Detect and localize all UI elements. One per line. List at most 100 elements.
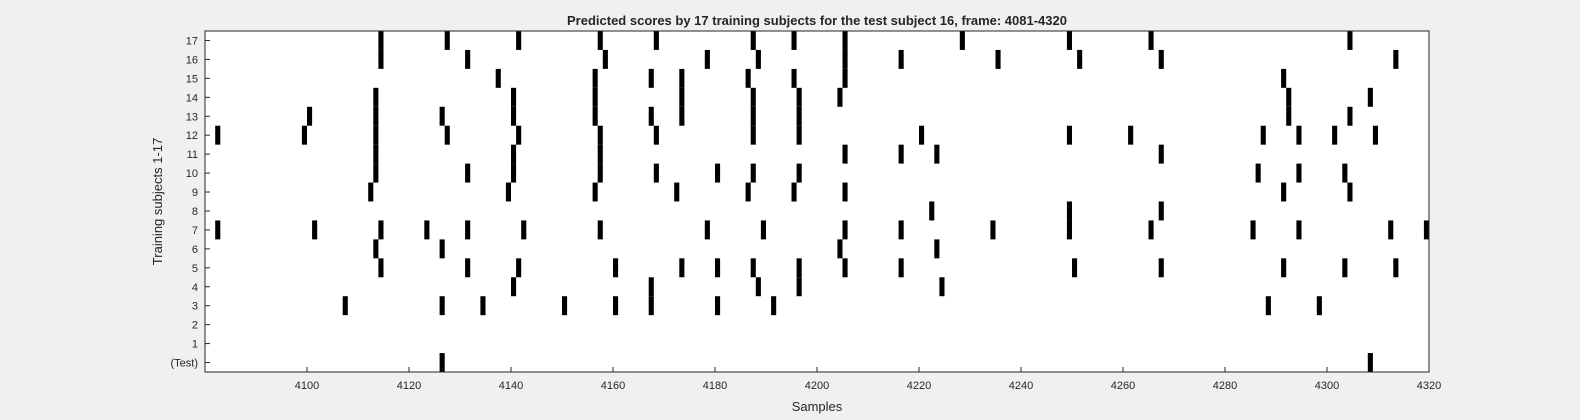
y-axis-label: Training subjects 1-17 xyxy=(150,138,165,265)
y-tick-label: 4 xyxy=(192,282,198,294)
score-mark xyxy=(1342,258,1348,278)
score-mark xyxy=(505,182,511,202)
x-tick-label: 4280 xyxy=(1213,380,1237,392)
score-mark xyxy=(373,87,379,107)
x-tick-label: 4160 xyxy=(601,380,625,392)
y-tick-label: 8 xyxy=(192,206,198,218)
score-mark xyxy=(439,106,445,126)
score-mark xyxy=(1066,201,1072,221)
score-mark xyxy=(373,125,379,145)
y-tick-label: 12 xyxy=(186,130,198,142)
score-mark xyxy=(796,87,802,107)
score-mark xyxy=(1281,68,1287,88)
score-mark xyxy=(1077,49,1083,69)
score-mark xyxy=(1281,258,1287,278)
y-tick-label: 10 xyxy=(186,168,198,180)
score-mark xyxy=(516,125,522,145)
score-mark xyxy=(597,144,603,164)
score-mark xyxy=(715,258,721,278)
score-mark xyxy=(511,87,517,107)
y-tick-label: 7 xyxy=(192,225,198,237)
score-mark xyxy=(745,182,751,202)
score-mark xyxy=(653,125,659,145)
score-mark xyxy=(465,258,471,278)
score-mark xyxy=(898,220,904,240)
score-mark xyxy=(750,87,756,107)
score-mark xyxy=(1148,31,1154,50)
score-mark xyxy=(378,220,384,240)
y-tick-label: 15 xyxy=(186,73,198,85)
score-mark xyxy=(1347,106,1353,126)
score-mark xyxy=(1260,125,1266,145)
score-mark xyxy=(750,106,756,126)
score-mark xyxy=(592,182,598,202)
score-mark xyxy=(842,49,848,69)
y-tick-label: 17 xyxy=(186,35,198,47)
score-mark xyxy=(1158,258,1164,278)
score-mark xyxy=(368,182,374,202)
x-tick-label: 4100 xyxy=(295,380,319,392)
y-tick-label: 16 xyxy=(186,54,198,66)
score-mark xyxy=(919,125,925,145)
score-mark xyxy=(439,239,445,259)
score-mark xyxy=(934,144,940,164)
score-mark xyxy=(1296,125,1302,145)
score-mark xyxy=(511,106,517,126)
score-mark xyxy=(613,258,619,278)
score-mark xyxy=(373,144,379,164)
score-mark xyxy=(465,163,471,183)
score-mark xyxy=(796,106,802,126)
x-tick-label: 4300 xyxy=(1315,380,1339,392)
score-mark xyxy=(597,31,603,50)
score-mark xyxy=(465,49,471,69)
score-mark xyxy=(842,258,848,278)
score-mark xyxy=(1281,182,1287,202)
score-mark xyxy=(750,258,756,278)
score-mark xyxy=(1265,296,1271,316)
score-mark xyxy=(312,220,318,240)
y-tick-label: 2 xyxy=(192,320,198,332)
score-mark xyxy=(1158,49,1164,69)
score-mark xyxy=(215,125,221,145)
score-mark xyxy=(307,106,313,126)
score-mark xyxy=(1347,182,1353,202)
score-mark xyxy=(602,49,608,69)
data-marks xyxy=(215,31,1429,372)
score-mark xyxy=(516,31,522,50)
score-mark xyxy=(495,68,501,88)
y-tick-label: 13 xyxy=(186,111,198,123)
score-mark xyxy=(597,125,603,145)
score-mark xyxy=(679,87,685,107)
score-mark xyxy=(1296,220,1302,240)
score-mark xyxy=(1393,49,1399,69)
score-mark xyxy=(439,296,445,316)
score-mark xyxy=(613,296,619,316)
score-mark xyxy=(215,220,221,240)
score-mark xyxy=(597,163,603,183)
score-mark xyxy=(842,68,848,88)
score-mark xyxy=(597,220,603,240)
x-tick-label: 4180 xyxy=(703,380,727,392)
score-mark xyxy=(592,87,598,107)
score-mark xyxy=(1255,163,1261,183)
y-tick-label: 3 xyxy=(192,301,198,313)
score-mark xyxy=(1372,125,1378,145)
score-mark xyxy=(1388,220,1394,240)
score-mark xyxy=(516,258,522,278)
x-tick-label: 4220 xyxy=(907,380,931,392)
score-mark xyxy=(679,68,685,88)
y-tick-label: 11 xyxy=(187,149,198,161)
chart-title: Predicted scores by 17 training subjects… xyxy=(567,13,1067,28)
score-mark xyxy=(796,125,802,145)
score-mark xyxy=(995,49,1001,69)
score-mark xyxy=(373,239,379,259)
score-mark xyxy=(934,239,940,259)
score-mark xyxy=(444,31,450,50)
score-mark xyxy=(648,296,654,316)
score-mark xyxy=(898,144,904,164)
score-mark xyxy=(755,277,761,297)
x-tick-label: 4200 xyxy=(805,380,829,392)
score-mark xyxy=(837,87,843,107)
